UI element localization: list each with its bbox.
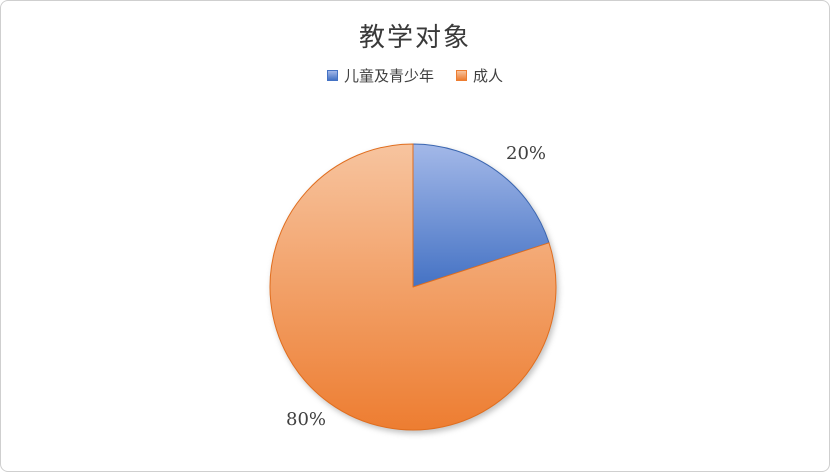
legend-label: 儿童及青少年 [343,67,434,85]
pie-data-label-children: 20% [506,143,547,164]
pie-slice-0[interactable] [412,143,550,288]
legend-label: 成人 [473,67,504,85]
chart-title: 教学对象 [358,23,471,53]
legend-item-children[interactable]: 儿童及青少年 [326,65,434,86]
legend-item-adults[interactable]: 成人 [456,65,503,86]
pie-slice-1[interactable] [269,143,557,431]
legend-swatch-orange-icon [456,70,467,81]
chart-legend: 儿童及青少年 成人 [1,65,829,86]
legend-swatch-blue-icon [326,70,338,81]
pie-data-label-adults: 80% [286,409,327,430]
